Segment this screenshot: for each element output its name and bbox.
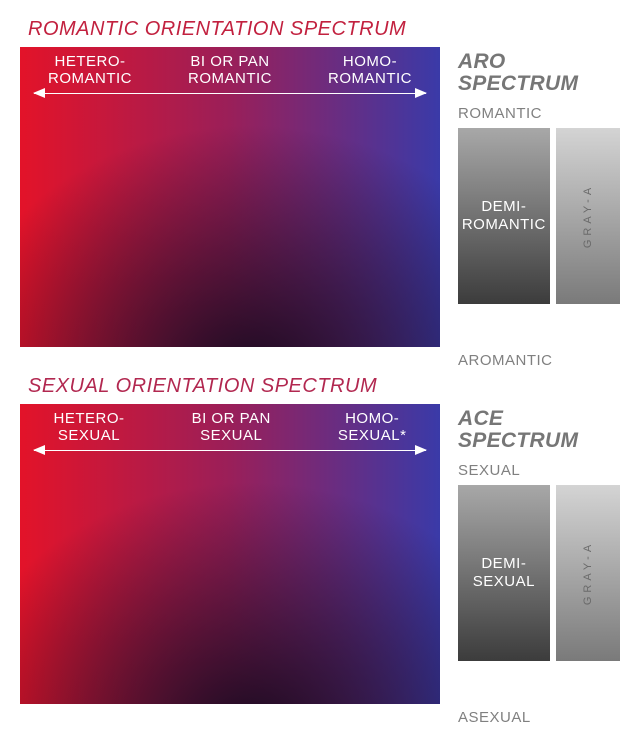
demi-line: DEMI-: [481, 555, 526, 573]
side-title-line: ARO: [458, 50, 506, 73]
label-line: HOMO-: [343, 53, 397, 70]
label-bipan: BI OR PAN ROMANTIC: [188, 53, 272, 88]
label-line: BI OR PAN: [192, 410, 271, 427]
top-labels: HETERO- ROMANTIC BI OR PAN ROMANTIC HOMO…: [20, 53, 440, 88]
side-bottom-label: AROMANTIC: [458, 352, 553, 369]
side-bottom-label: ASEXUAL: [458, 709, 531, 726]
spectrum-gradient: HETERO- SEXUAL BI OR PAN SEXUAL HOMO- SE…: [20, 404, 440, 704]
gradient-bg: [20, 47, 440, 347]
label-line: HOMO-: [345, 410, 399, 427]
label-line: HETERO-: [54, 410, 125, 427]
gray-a-strip: GRAY-A: [556, 485, 620, 661]
side-title-line: SPECTRUM: [458, 72, 578, 95]
spectrum-gradient: HETERO- ROMANTIC BI OR PAN ROMANTIC HOMO…: [20, 47, 440, 347]
gray-a-strip: GRAY-A: [556, 128, 620, 304]
demi-line: DEMI-: [481, 198, 526, 216]
side-title-line: SPECTRUM: [458, 429, 578, 452]
panel-title: ROMANTIC ORIENTATION SPECTRUM: [28, 18, 620, 41]
label-line: BI OR PAN: [190, 53, 269, 70]
horizontal-arrow-icon: [34, 450, 426, 451]
ace-spectrum-side: ACE SPECTRUM SEXUAL DEMI- SEXUAL GRAY-A …: [440, 404, 620, 704]
gradient-bg: [20, 404, 440, 704]
horizontal-arrow-icon: [34, 93, 426, 94]
panel-row: HETERO- SEXUAL BI OR PAN SEXUAL HOMO- SE…: [20, 404, 620, 704]
demi-box: DEMI- SEXUAL: [458, 485, 550, 661]
side-top-label: ROMANTIC: [458, 105, 620, 122]
demi-line: SEXUAL: [473, 573, 535, 591]
label-line: SEXUAL*: [338, 427, 407, 444]
label-homo: HOMO- ROMANTIC: [328, 53, 412, 88]
side-title: ARO SPECTRUM: [458, 51, 620, 95]
label-line: ROMANTIC: [328, 70, 412, 87]
gray-a-label: GRAY-A: [582, 541, 594, 605]
demi-line: ROMANTIC: [462, 216, 546, 234]
demi-box: DEMI- ROMANTIC: [458, 128, 550, 304]
side-top-label: SEXUAL: [458, 462, 620, 479]
panel-title: SEXUAL ORIENTATION SPECTRUM: [28, 375, 620, 398]
label-homo: HOMO- SEXUAL*: [338, 410, 407, 445]
sexual-panel: SEXUAL ORIENTATION SPECTRUM HETERO- SEXU…: [20, 375, 620, 704]
label-line: SEXUAL: [58, 427, 120, 444]
label-line: HETERO-: [55, 53, 126, 70]
gray-a-label: GRAY-A: [582, 184, 594, 248]
label-hetero: HETERO- ROMANTIC: [48, 53, 132, 88]
panel-row: HETERO- ROMANTIC BI OR PAN ROMANTIC HOMO…: [20, 47, 620, 347]
top-labels: HETERO- SEXUAL BI OR PAN SEXUAL HOMO- SE…: [20, 410, 440, 445]
label-line: SEXUAL: [200, 427, 262, 444]
gray-stack: DEMI- SEXUAL GRAY-A: [458, 485, 620, 661]
gray-stack: DEMI- ROMANTIC GRAY-A: [458, 128, 620, 304]
label-line: ROMANTIC: [48, 70, 132, 87]
label-bipan: BI OR PAN SEXUAL: [192, 410, 271, 445]
side-title-line: ACE: [458, 407, 503, 430]
label-line: ROMANTIC: [188, 70, 272, 87]
label-hetero: HETERO- SEXUAL: [54, 410, 125, 445]
side-title: ACE SPECTRUM: [458, 408, 620, 452]
vertical-arrow-icon: [450, 454, 452, 714]
vertical-arrow-icon: [450, 97, 452, 357]
aro-spectrum-side: ARO SPECTRUM ROMANTIC DEMI- ROMANTIC GRA…: [440, 47, 620, 347]
romantic-panel: ROMANTIC ORIENTATION SPECTRUM HETERO- RO…: [20, 18, 620, 347]
